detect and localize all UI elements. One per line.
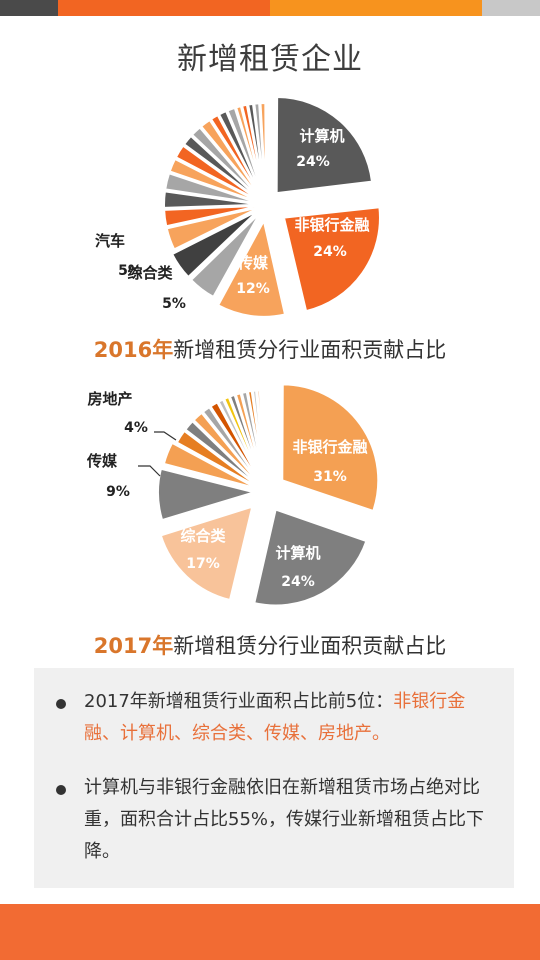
slice-name-label-0-2: 传媒 bbox=[237, 254, 269, 272]
pie-slice-other-1-10 bbox=[246, 389, 267, 487]
slice-value-label-0-1: 24% bbox=[313, 244, 347, 260]
slice-value-label-1-3: 9% bbox=[106, 484, 130, 500]
summary-note-1: 2017年新增租赁行业面积占比前5位：非银行金融、计算机、综合类、传媒、房地产。 bbox=[84, 686, 494, 750]
slice-value-label-1-4: 4% bbox=[124, 420, 148, 436]
chart-caption-2016: 2016年新增租赁分行业面积贡献占比 bbox=[0, 334, 540, 364]
caption-year-2016: 2016年 bbox=[93, 338, 174, 362]
pie-slice-other-0-11 bbox=[226, 106, 265, 200]
slice-value-label-0-0: 24% bbox=[296, 154, 330, 170]
summary-note-2: 计算机与非银行金融依旧在新增租赁市场占绝对比重，面积合计占比55%，传媒行业新增… bbox=[84, 777, 485, 862]
pie-slice-0-3 bbox=[189, 212, 261, 299]
leader-line-1-1 bbox=[154, 431, 177, 441]
slice-name-label-1-4: 房地产 bbox=[87, 390, 132, 408]
pie-slice-1-2 bbox=[159, 505, 254, 602]
pie-slice-other-1-9 bbox=[240, 390, 266, 487]
pie-slice-other-1-7 bbox=[228, 393, 265, 487]
slice-value-label-0-4: 5% bbox=[118, 263, 142, 279]
note1-highlight: 非银行金融、计算机、综合类、传媒、房地产。 bbox=[84, 691, 466, 744]
pie-slice-other-0-8 bbox=[199, 118, 264, 201]
pie-slice-0-0 bbox=[275, 96, 374, 195]
slice-value-label-0-3: 5% bbox=[162, 296, 186, 312]
bullet-icon bbox=[56, 785, 66, 795]
slice-name-label-1-0: 非银行金融 bbox=[292, 438, 367, 456]
slice-value-label-1-2: 17% bbox=[186, 556, 220, 572]
pie-slice-other-1-11 bbox=[251, 389, 267, 487]
pie-slice-other-0-0 bbox=[165, 206, 261, 251]
pie-slice-other-1-14 bbox=[263, 388, 267, 487]
pie-slice-1-4 bbox=[162, 441, 258, 490]
pie-slice-1-0 bbox=[281, 383, 380, 513]
caption-year-2017: 2017年 bbox=[93, 634, 174, 658]
slice-name-label-1-2: 综合类 bbox=[180, 527, 226, 545]
slice-name-label-0-0: 计算机 bbox=[299, 127, 344, 145]
top-bar-segment-amber bbox=[270, 0, 482, 16]
top-bar-segment-dark bbox=[0, 0, 58, 16]
slice-name-label-1-1: 计算机 bbox=[275, 544, 320, 562]
slice-name-label-0-4: 汽车 bbox=[95, 232, 125, 250]
pie-slice-0-1 bbox=[282, 206, 381, 313]
caption-text-2016: 新增租赁分行业面积贡献占比 bbox=[173, 338, 447, 362]
pie-slice-other-1-0 bbox=[175, 429, 262, 490]
page-title: 新增租赁企业 bbox=[177, 42, 363, 77]
pie-slice-other-1-1 bbox=[184, 419, 263, 489]
pie-slice-other-1-12 bbox=[256, 389, 267, 487]
chart-caption-2017: 2017年新增租赁分行业面积贡献占比 bbox=[0, 630, 540, 660]
top-color-bar bbox=[0, 0, 540, 16]
pie-slice-other-0-5 bbox=[174, 144, 262, 203]
pie-slice-1-1 bbox=[253, 508, 368, 607]
slice-name-label-0-1: 非银行金融 bbox=[294, 216, 369, 234]
slice-name-label-0-3: 综合类 bbox=[127, 264, 173, 282]
pie-slice-other-0-4 bbox=[168, 157, 261, 204]
pie-slice-other-0-14 bbox=[247, 102, 267, 200]
pie-slice-other-1-6 bbox=[222, 395, 265, 487]
pie-slice-other-0-13 bbox=[240, 103, 266, 200]
pie-slice-other-1-5 bbox=[217, 398, 265, 488]
footer-bar bbox=[0, 904, 540, 960]
pie-slice-other-0-16 bbox=[259, 101, 267, 200]
slice-value-label-1-0: 31% bbox=[313, 469, 347, 485]
pie-slice-other-1-8 bbox=[234, 392, 266, 487]
pie-slice-other-0-7 bbox=[190, 126, 263, 202]
pie-slice-other-0-2 bbox=[163, 190, 261, 209]
bullet-icon bbox=[56, 699, 66, 709]
pie-chart-2017: 非银行金融 31% 计算机 24% 综合类 17% 传媒 9% 房地产 4% bbox=[86, 383, 380, 607]
pie-slice-0-4 bbox=[170, 209, 259, 279]
pie-slice-0-2 bbox=[216, 218, 287, 318]
pie-slice-other-0-15 bbox=[253, 102, 267, 200]
pie-slice-other-0-3 bbox=[164, 172, 261, 205]
note1-prefix: 2017年新增租赁行业面积占比前5位： bbox=[84, 691, 394, 712]
top-bar-segment-gray bbox=[482, 0, 540, 16]
slice-value-label-1-1: 24% bbox=[281, 574, 315, 590]
pie-slice-other-1-3 bbox=[201, 405, 264, 488]
pie-slice-other-0-6 bbox=[182, 134, 263, 202]
leader-line-1-0 bbox=[138, 465, 161, 477]
pie-slice-other-1-4 bbox=[209, 401, 264, 488]
pie-slice-other-0-10 bbox=[217, 109, 265, 201]
pie-slice-1-3 bbox=[157, 467, 258, 522]
pie-slice-other-0-1 bbox=[163, 204, 261, 228]
summary-notes-panel: 2017年新增租赁行业面积占比前5位：非银行金融、计算机、综合类、传媒、房地产。… bbox=[34, 668, 514, 888]
caption-text-2017: 新增租赁分行业面积贡献占比 bbox=[173, 634, 447, 658]
pie-slice-other-0-9 bbox=[209, 113, 264, 201]
top-bar-segment-orange bbox=[58, 0, 270, 16]
pie-slice-other-1-2 bbox=[192, 411, 263, 489]
slice-value-label-0-2: 12% bbox=[236, 281, 270, 297]
slice-name-label-1-3: 传媒 bbox=[86, 452, 118, 470]
pie-slice-other-0-12 bbox=[234, 104, 266, 200]
